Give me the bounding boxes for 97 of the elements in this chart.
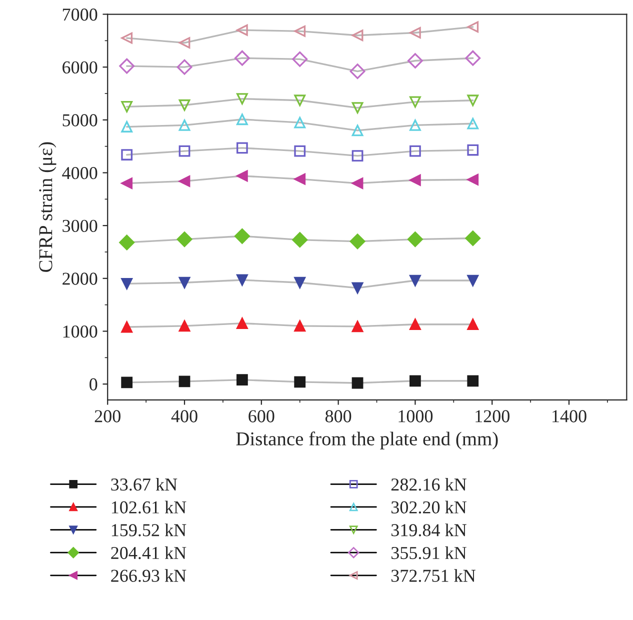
point (292, 51, 308, 67)
point (121, 321, 133, 333)
point (467, 21, 479, 33)
point (407, 53, 423, 68)
point (467, 318, 479, 330)
point (121, 121, 133, 132)
point (119, 234, 135, 250)
point (294, 376, 306, 388)
legend-label: 355.91 kN (391, 546, 466, 560)
point (467, 94, 479, 106)
point (121, 178, 133, 190)
point (410, 274, 421, 286)
point (294, 145, 306, 157)
y-tick-label: 2000 (62, 272, 98, 285)
x-tick-label: 1400 (552, 410, 586, 422)
point (178, 320, 190, 332)
point (176, 232, 192, 248)
x-axis-title: Distance from the plate end (mm) (236, 432, 498, 450)
y-axis-title: CFRP strain (με) (38, 142, 56, 272)
point (236, 274, 248, 286)
point (178, 120, 190, 131)
point (176, 59, 192, 75)
point (352, 150, 364, 162)
point (294, 94, 306, 106)
point (294, 320, 306, 332)
point (352, 320, 364, 332)
point (410, 174, 421, 186)
point (467, 144, 479, 156)
x-tick-label: 400 (171, 410, 198, 422)
point (467, 274, 479, 286)
point (294, 116, 306, 128)
point (178, 376, 190, 388)
point (234, 50, 250, 66)
x-tick-label: 1200 (476, 410, 510, 422)
point (178, 37, 190, 48)
point (410, 375, 421, 387)
legend-label: 302.20 kN (391, 500, 466, 514)
point (236, 93, 248, 104)
point (410, 145, 421, 157)
point (465, 230, 481, 246)
y-tick-label: 3000 (62, 220, 98, 232)
x-tick-label: 600 (248, 410, 274, 422)
point (234, 228, 250, 244)
point (236, 142, 248, 154)
point (236, 318, 248, 329)
point (352, 282, 364, 294)
point (121, 149, 133, 160)
point (467, 174, 479, 186)
point (352, 178, 364, 190)
point (178, 276, 190, 288)
x-tick-label: 1000 (398, 410, 433, 422)
point (294, 173, 306, 185)
point (178, 176, 190, 187)
point (178, 99, 190, 111)
point (352, 377, 364, 389)
point (407, 232, 423, 248)
y-tick-label: 4000 (62, 167, 98, 180)
point (410, 27, 421, 38)
y-tick-label: 7000 (62, 8, 98, 21)
legend-label: 159.52 kN (112, 524, 186, 536)
point (352, 102, 364, 114)
point (121, 278, 133, 290)
point (121, 101, 133, 112)
legend-label: 204.41 kN (111, 546, 186, 560)
point (236, 374, 248, 386)
legend-label: 102.61 kN (112, 500, 186, 514)
point (236, 114, 248, 126)
point (410, 318, 421, 330)
point (410, 120, 421, 131)
point (178, 145, 190, 157)
point (121, 376, 133, 388)
point (350, 64, 366, 80)
point (352, 30, 364, 42)
point (119, 58, 135, 74)
legend-label: 33.67 kN (111, 478, 178, 491)
legend-label: 266.93 kN (111, 569, 186, 582)
point (292, 232, 308, 248)
y-tick-label: 6000 (62, 61, 98, 74)
y-tick-label: 0 (90, 378, 98, 390)
x-tick-label: 800 (325, 410, 352, 422)
point (352, 124, 364, 136)
point (236, 24, 248, 36)
point (294, 25, 306, 37)
point (465, 50, 481, 66)
point (236, 170, 248, 182)
point (121, 32, 133, 44)
point (410, 96, 421, 108)
legend-label: 319.84 kN (391, 524, 466, 536)
x-tick-label: 200 (94, 410, 120, 422)
point (350, 234, 366, 250)
y-tick-label: 1000 (63, 325, 98, 338)
point (294, 276, 306, 288)
legend-label: 282.16 kN (391, 478, 466, 491)
y-tick-label: 5000 (62, 114, 98, 126)
point (467, 118, 479, 130)
legend-label: 372.751 kN (391, 569, 476, 582)
point (467, 375, 479, 387)
